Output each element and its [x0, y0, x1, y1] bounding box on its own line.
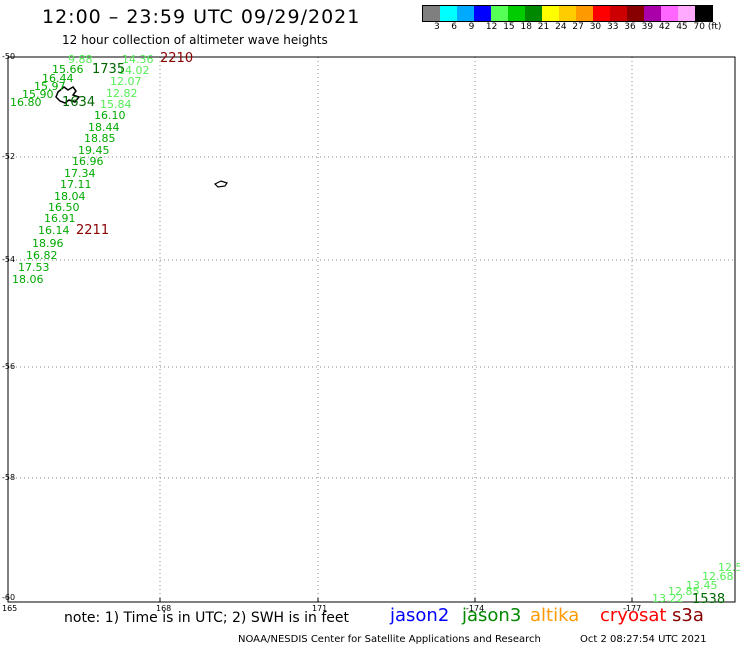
map-subtitle: 12 hour collection of altimeter wave hei… [62, 33, 328, 47]
footnote: note: 1) Time is in UTC; 2) SWH is in fe… [64, 610, 350, 626]
legend-swatch [423, 6, 440, 21]
swh-value: 18.06 [12, 273, 44, 286]
legend-label: 39 [641, 22, 654, 32]
legend-swatch [542, 6, 559, 21]
swh-value: 18.85 [84, 132, 116, 145]
legend-swatch [678, 6, 695, 21]
longitude-label: -174 [466, 604, 485, 613]
legend-swatch [525, 6, 542, 21]
color-scale-legend [422, 5, 713, 22]
legend-swatch [695, 6, 712, 21]
swh-value: 16.96 [72, 155, 104, 168]
map-frame [7, 56, 736, 603]
swh-value: 19.45 [78, 144, 110, 157]
legend-label: 45 [676, 22, 688, 32]
swh-value: 13.22 [652, 592, 684, 605]
swh-value: 18.04 [54, 190, 86, 203]
legend-swatch [627, 6, 644, 21]
swh-value: 16.80 [10, 96, 42, 109]
swh-value: 17.34 [64, 167, 96, 180]
satellite-label-cryosat: cryosat [600, 605, 667, 626]
legend-label: 33 [607, 22, 619, 32]
pass-time-label: 1538 [692, 592, 726, 607]
longitude-label: -177 [623, 604, 642, 613]
map-title: 12:00 – 23:59 UTC 09/29/2021 [42, 6, 361, 28]
swh-value: 15.66 [52, 63, 84, 76]
legend-label: 15 [503, 22, 515, 32]
swh-value: 16.44 [42, 72, 74, 85]
swh-value: 12.68 [702, 570, 734, 583]
satellite-label-s3a: s3a [672, 605, 704, 626]
swh-value: 9.88 [68, 53, 93, 66]
satellite-label-jason3: jason3 [462, 605, 522, 626]
latitude-label: -54 [2, 255, 16, 264]
swh-value: 17.11 [60, 178, 92, 191]
latitude-label: -56 [2, 362, 16, 371]
swh-value: 16.14 [38, 224, 70, 237]
swh-value: 12.82 [106, 87, 138, 100]
pass-time-label: 1634 [62, 95, 96, 110]
satellite-label-altika: altika [530, 605, 580, 626]
legend-label: 12 [485, 22, 498, 32]
legend-swatch [559, 6, 576, 21]
swh-value: 16.82 [26, 249, 58, 262]
legend-label: 70 (ft) [693, 22, 722, 32]
longitude-label: 165 [2, 604, 18, 613]
legend-label: 36 [624, 22, 636, 32]
legend-swatch [508, 6, 525, 21]
legend-swatch [474, 6, 491, 21]
latitude-label: -58 [2, 473, 16, 482]
legend-label: 18 [520, 22, 532, 32]
satellite-label-jason2: jason2 [390, 605, 450, 626]
swh-value: 18.44 [88, 121, 120, 134]
legend-label: 21 [537, 22, 550, 32]
legend-swatch [593, 6, 610, 21]
legend-swatch [644, 6, 661, 21]
swh-value: 13.45 [686, 579, 718, 592]
legend-swatch [661, 6, 678, 21]
pass-time-label: 1735 [92, 62, 126, 77]
swh-value: 12.5 [718, 561, 740, 574]
latitude-label: -60 [2, 593, 16, 602]
pass-time-label: 2210 [160, 51, 194, 66]
legend-swatch [576, 6, 593, 21]
legend-label: 6 [451, 22, 458, 32]
legend-label: 30 [589, 22, 602, 32]
swh-value: 14.36 [122, 53, 154, 66]
swh-value: 15.84 [100, 98, 132, 111]
swh-value: 17.53 [18, 261, 50, 274]
swh-value: 16.91 [44, 212, 76, 225]
swh-value: 12.85 [668, 585, 700, 598]
latitude-label: -50 [2, 52, 16, 61]
swh-value: 18.96 [32, 237, 64, 250]
credit-line: NOAA/NESDIS Center for Satellite Applica… [238, 634, 541, 645]
swh-value: 15.90 [22, 88, 54, 101]
generated-timestamp: Oct 2 08:27:54 UTC 2021 [580, 634, 707, 645]
longitude-label: 168 [156, 604, 172, 613]
swh-value: 16.10 [94, 109, 126, 122]
swh-value: 16.50 [48, 201, 80, 214]
legend-label: 9 [468, 22, 475, 32]
swh-value: 15.97 [34, 80, 66, 93]
longitude-label: 171 [312, 604, 328, 613]
legend-label: 42 [658, 22, 671, 32]
swh-value: 12.07 [110, 75, 142, 88]
campbell-island-outline [213, 180, 228, 188]
graticule [8, 57, 735, 602]
legend-swatch [440, 6, 457, 21]
color-scale-labels: 3 6 9 12 15 18 21 24 27 30 33 36 39 42 45 70 (ft) [422, 22, 740, 34]
auckland-islands-outline [55, 86, 81, 104]
axis-ticks [159, 598, 633, 602]
legend-swatch [491, 6, 508, 21]
latitude-label: -52 [2, 152, 16, 161]
pass-time-label: 2211 [76, 223, 110, 238]
legend-label: 3 [434, 22, 440, 32]
legend-swatch [457, 6, 474, 21]
legend-label: 27 [572, 22, 584, 32]
swh-value: 14.02 [118, 64, 150, 77]
legend-label: 24 [555, 22, 567, 32]
legend-swatch [610, 6, 627, 21]
